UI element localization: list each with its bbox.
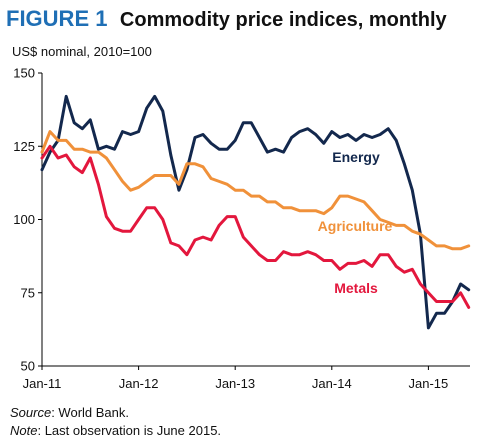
- note-text: : Last observation is June 2015.: [37, 423, 222, 438]
- series-line-agriculture: [40, 130, 471, 251]
- series-label-agriculture: Agriculture: [318, 218, 393, 234]
- x-tick-label: Jan-13: [215, 376, 255, 391]
- series-line-energy: [40, 94, 471, 330]
- y-tick-label: 100: [13, 212, 35, 227]
- note-label: Note: [10, 423, 38, 438]
- y-tick-label: 125: [13, 139, 35, 154]
- x-tick-label: Jan-11: [23, 376, 62, 391]
- y-tick-label: 75: [21, 285, 35, 300]
- figure-label: FIGURE 1: [6, 6, 108, 31]
- figure-title-row: FIGURE 1 Commodity price indices, monthl…: [6, 6, 447, 32]
- note-line: Note: Last observation is June 2015.: [10, 423, 221, 438]
- series-label-energy: Energy: [332, 149, 380, 165]
- x-tick-label: Jan-14: [312, 376, 352, 391]
- x-tick-label: Jan-12: [119, 376, 159, 391]
- x-tick-label: Jan-15: [409, 376, 449, 391]
- source-label: Source: [10, 405, 52, 420]
- source-text: : World Bank.: [51, 405, 129, 420]
- units-label: US$ nominal, 2010=100: [12, 44, 152, 59]
- y-tick-label: 50: [21, 359, 35, 374]
- y-tick-label: 150: [13, 66, 35, 81]
- series-line-metals: [40, 144, 471, 309]
- source-line: Source: World Bank.: [10, 405, 129, 420]
- series-label-metals: Metals: [334, 280, 378, 296]
- figure-title: Commodity price indices, monthly: [119, 9, 447, 31]
